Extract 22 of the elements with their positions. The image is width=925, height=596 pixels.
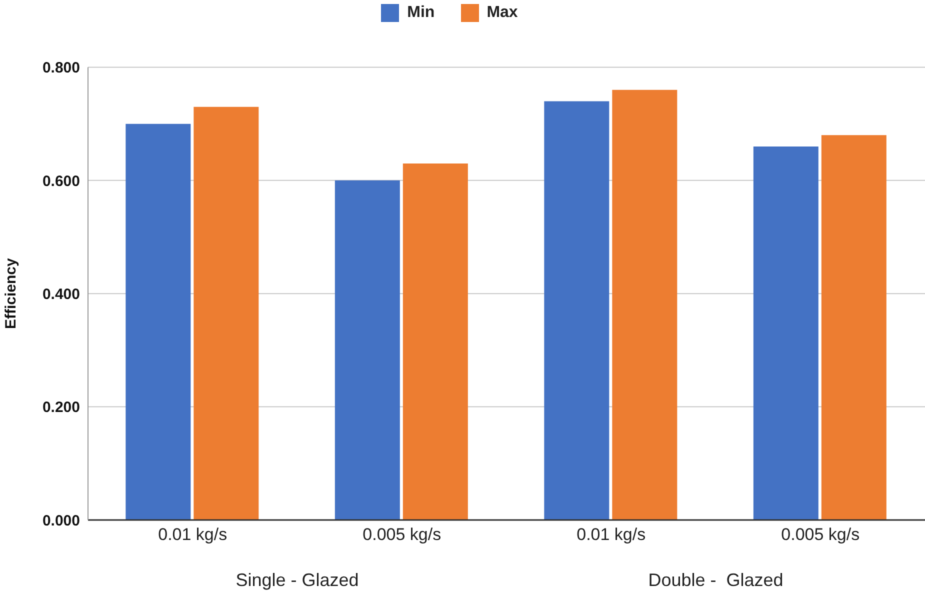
bar xyxy=(753,146,818,520)
text: Single - Glazed xyxy=(234,570,360,591)
y-tick-label: 0.600 xyxy=(42,172,80,190)
bar xyxy=(544,101,610,520)
x-tick-label: 0.005 kg/s xyxy=(781,525,860,544)
x-tick-label: 0.01 kg/s xyxy=(158,525,228,544)
x-tick-label: 0.01 kg/s xyxy=(576,525,646,544)
legend-label: Min xyxy=(407,4,435,22)
bar xyxy=(194,106,259,520)
text: Double - Glazed xyxy=(647,570,784,591)
bar xyxy=(821,135,886,520)
y-tick-label: 0.400 xyxy=(42,286,80,303)
bar xyxy=(402,163,468,520)
y-tick-label: 0.200 xyxy=(42,399,80,416)
y-tick-label: 0.800 xyxy=(42,60,80,77)
x-tick-label: 0.005 kg/s xyxy=(362,525,442,544)
y-tick-label: 0.000 xyxy=(42,512,80,530)
legend-label: Max xyxy=(486,4,518,22)
y-axis-title: Efficiency xyxy=(2,258,20,330)
bar xyxy=(334,180,400,520)
bar xyxy=(612,90,678,520)
bar xyxy=(126,124,191,520)
